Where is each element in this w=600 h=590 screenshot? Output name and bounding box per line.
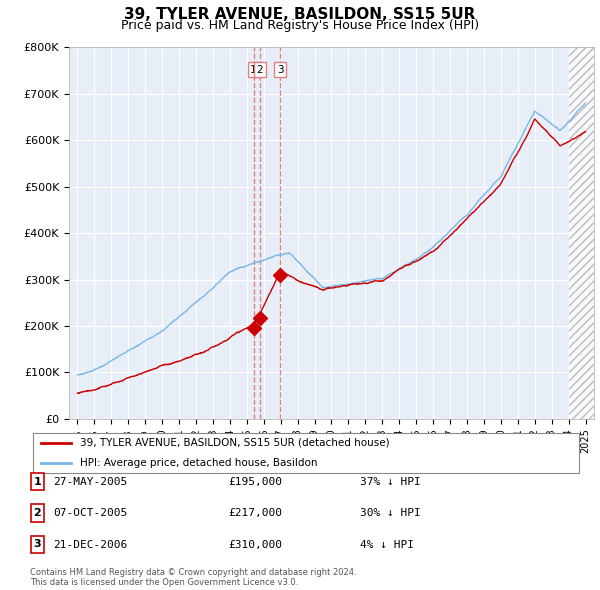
Text: Price paid vs. HM Land Registry's House Price Index (HPI): Price paid vs. HM Land Registry's House …: [121, 19, 479, 32]
Text: 2: 2: [257, 64, 263, 74]
Text: 4% ↓ HPI: 4% ↓ HPI: [360, 540, 414, 549]
Text: 1: 1: [250, 64, 257, 74]
Text: HPI: Average price, detached house, Basildon: HPI: Average price, detached house, Basi…: [80, 458, 317, 468]
FancyBboxPatch shape: [31, 473, 44, 490]
Text: 27-MAY-2005: 27-MAY-2005: [53, 477, 127, 487]
Text: 37% ↓ HPI: 37% ↓ HPI: [360, 477, 421, 487]
FancyBboxPatch shape: [33, 433, 579, 473]
Text: £195,000: £195,000: [228, 477, 282, 487]
FancyBboxPatch shape: [31, 536, 44, 553]
Text: 39, TYLER AVENUE, BASILDON, SS15 5UR (detached house): 39, TYLER AVENUE, BASILDON, SS15 5UR (de…: [80, 438, 389, 448]
Text: 39, TYLER AVENUE, BASILDON, SS15 5UR: 39, TYLER AVENUE, BASILDON, SS15 5UR: [124, 7, 476, 22]
Text: 3: 3: [34, 539, 41, 549]
Text: 30% ↓ HPI: 30% ↓ HPI: [360, 509, 421, 518]
Text: 21-DEC-2006: 21-DEC-2006: [53, 540, 127, 549]
FancyBboxPatch shape: [31, 504, 44, 522]
Text: Contains HM Land Registry data © Crown copyright and database right 2024.
This d: Contains HM Land Registry data © Crown c…: [30, 568, 356, 587]
Text: 1: 1: [34, 477, 41, 487]
Text: £217,000: £217,000: [228, 509, 282, 518]
Text: 07-OCT-2005: 07-OCT-2005: [53, 509, 127, 518]
Bar: [569, 47, 594, 419]
Bar: [569, 47, 594, 419]
Text: £310,000: £310,000: [228, 540, 282, 549]
Text: 2: 2: [34, 508, 41, 518]
Text: 3: 3: [277, 64, 283, 74]
